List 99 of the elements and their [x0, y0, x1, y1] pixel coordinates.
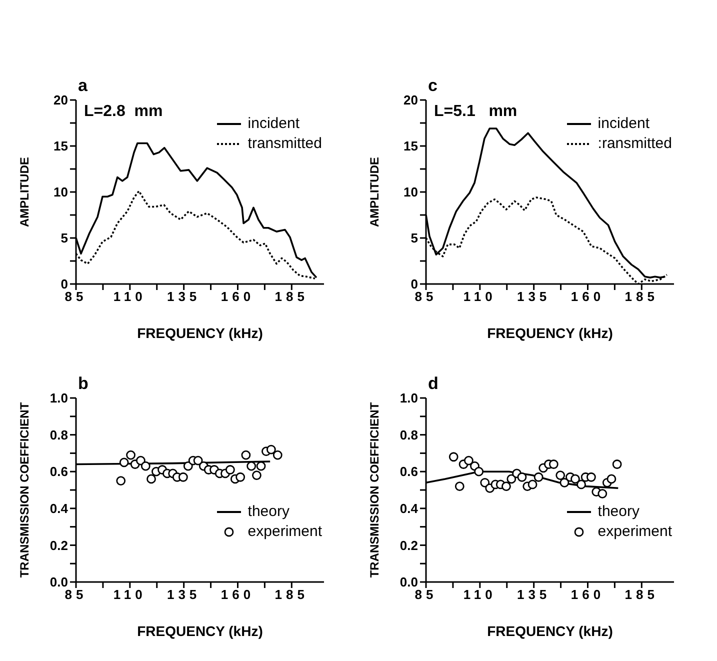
legend-label: experiment	[248, 522, 322, 542]
x-tick-label: 135	[166, 289, 201, 304]
point	[502, 482, 511, 492]
y-tick-label: 1.0	[400, 390, 418, 406]
point	[576, 480, 586, 490]
y-tick-label: 0.4	[50, 501, 69, 516]
y-tick-label: 10	[54, 184, 68, 200]
point	[612, 460, 622, 469]
x-axis-title: FREQUENCY (kHz)	[487, 623, 613, 639]
point	[246, 461, 256, 471]
x-axis-title: FREQUENCY (kHz)	[487, 325, 613, 341]
y-axis-title: TRANSMISSION COEFFICIENT	[17, 402, 32, 578]
chart-title: b	[78, 374, 88, 394]
point	[586, 472, 596, 482]
point	[534, 472, 544, 482]
x-tick-label: 85	[64, 289, 88, 304]
point	[116, 476, 126, 486]
point	[256, 461, 266, 471]
point	[448, 452, 458, 462]
point	[272, 450, 282, 460]
legend-label: theory	[248, 502, 290, 522]
point	[464, 456, 474, 466]
x-tick-label: 160	[570, 587, 605, 602]
point	[556, 470, 566, 480]
y-tick-label: 0.2	[50, 538, 68, 553]
point	[252, 470, 262, 480]
point	[474, 466, 484, 476]
point	[126, 450, 136, 460]
y-tick-label: 0.8	[400, 427, 418, 442]
point	[548, 460, 558, 469]
y-tick-label: 0	[410, 276, 418, 292]
point	[606, 474, 616, 484]
y-tick-label: 0.6	[400, 464, 418, 480]
point	[119, 458, 129, 468]
x-tick-label: 110	[463, 587, 496, 602]
annotation: L=5.1 mm	[434, 103, 518, 121]
y-tick-label: 5	[410, 230, 418, 246]
legend-label: :ransmitted	[598, 134, 672, 154]
x-tick-label: 185	[624, 289, 659, 304]
x-tick-label: 135	[516, 587, 551, 602]
legend-label: transmitted	[248, 134, 322, 154]
point	[236, 472, 246, 482]
point	[266, 444, 276, 454]
point	[560, 478, 570, 488]
legend-label: theory	[598, 502, 640, 522]
y-tick-label: 20	[54, 92, 68, 108]
legend-label: experiment	[598, 522, 672, 542]
x-tick-label: 185	[274, 587, 309, 602]
y-tick-label: 0.4	[400, 501, 419, 516]
x-tick-label: 185	[274, 289, 309, 304]
point	[178, 472, 188, 482]
y-tick-label: 0.0	[400, 574, 418, 590]
legend-label: incident	[598, 114, 650, 134]
y-tick-label: 0.2	[400, 538, 418, 553]
point	[506, 474, 516, 484]
chart-title: c	[428, 76, 438, 96]
point	[241, 450, 251, 460]
x-tick-label: 160	[220, 289, 255, 304]
x-tick-label: 110	[113, 289, 146, 304]
point	[136, 456, 146, 466]
y-tick-label: 10	[404, 184, 418, 200]
x-axis-title: FREQUENCY (kHz)	[137, 325, 263, 341]
point	[480, 478, 490, 488]
x-tick-label: 85	[414, 289, 438, 304]
point	[146, 474, 156, 484]
y-tick-label: 15	[404, 138, 418, 154]
y-tick-label: 20	[404, 92, 418, 108]
x-tick-label: 110	[113, 587, 146, 602]
x-axis-title: FREQUENCY (kHz)	[137, 623, 263, 639]
point	[225, 465, 235, 474]
y-axis-title: AMPLITUDE	[17, 157, 32, 227]
point	[517, 472, 527, 482]
point	[570, 474, 580, 484]
point	[528, 480, 538, 490]
chart-title: a	[78, 76, 88, 96]
y-axis-title: AMPLITUDE	[367, 157, 382, 227]
y-tick-label: 1.0	[50, 390, 68, 406]
point	[454, 482, 464, 492]
annotation: L=2.8 mm	[84, 103, 163, 121]
y-tick-label: 15	[54, 138, 68, 154]
point	[598, 488, 608, 498]
x-tick-label: 160	[570, 289, 605, 304]
y-tick-label: 0.0	[50, 574, 68, 590]
point	[193, 456, 203, 466]
x-tick-label: 85	[64, 587, 88, 602]
point	[140, 461, 150, 471]
legend-label: incident	[248, 114, 300, 134]
y-axis-title: TRANSMISSION COEFFICIENT	[367, 402, 382, 578]
x-tick-label: 135	[516, 289, 551, 304]
y-tick-label: 0	[60, 276, 68, 292]
x-tick-label: 85	[414, 587, 438, 602]
x-tick-label: 185	[624, 587, 659, 602]
x-tick-label: 160	[220, 587, 255, 602]
y-tick-label: 0.8	[50, 427, 68, 442]
x-tick-label: 135	[166, 587, 201, 602]
x-tick-label: 110	[463, 289, 496, 304]
y-tick-label: 5	[60, 230, 68, 246]
chart-title: d	[428, 374, 438, 394]
y-tick-label: 0.6	[50, 464, 68, 480]
